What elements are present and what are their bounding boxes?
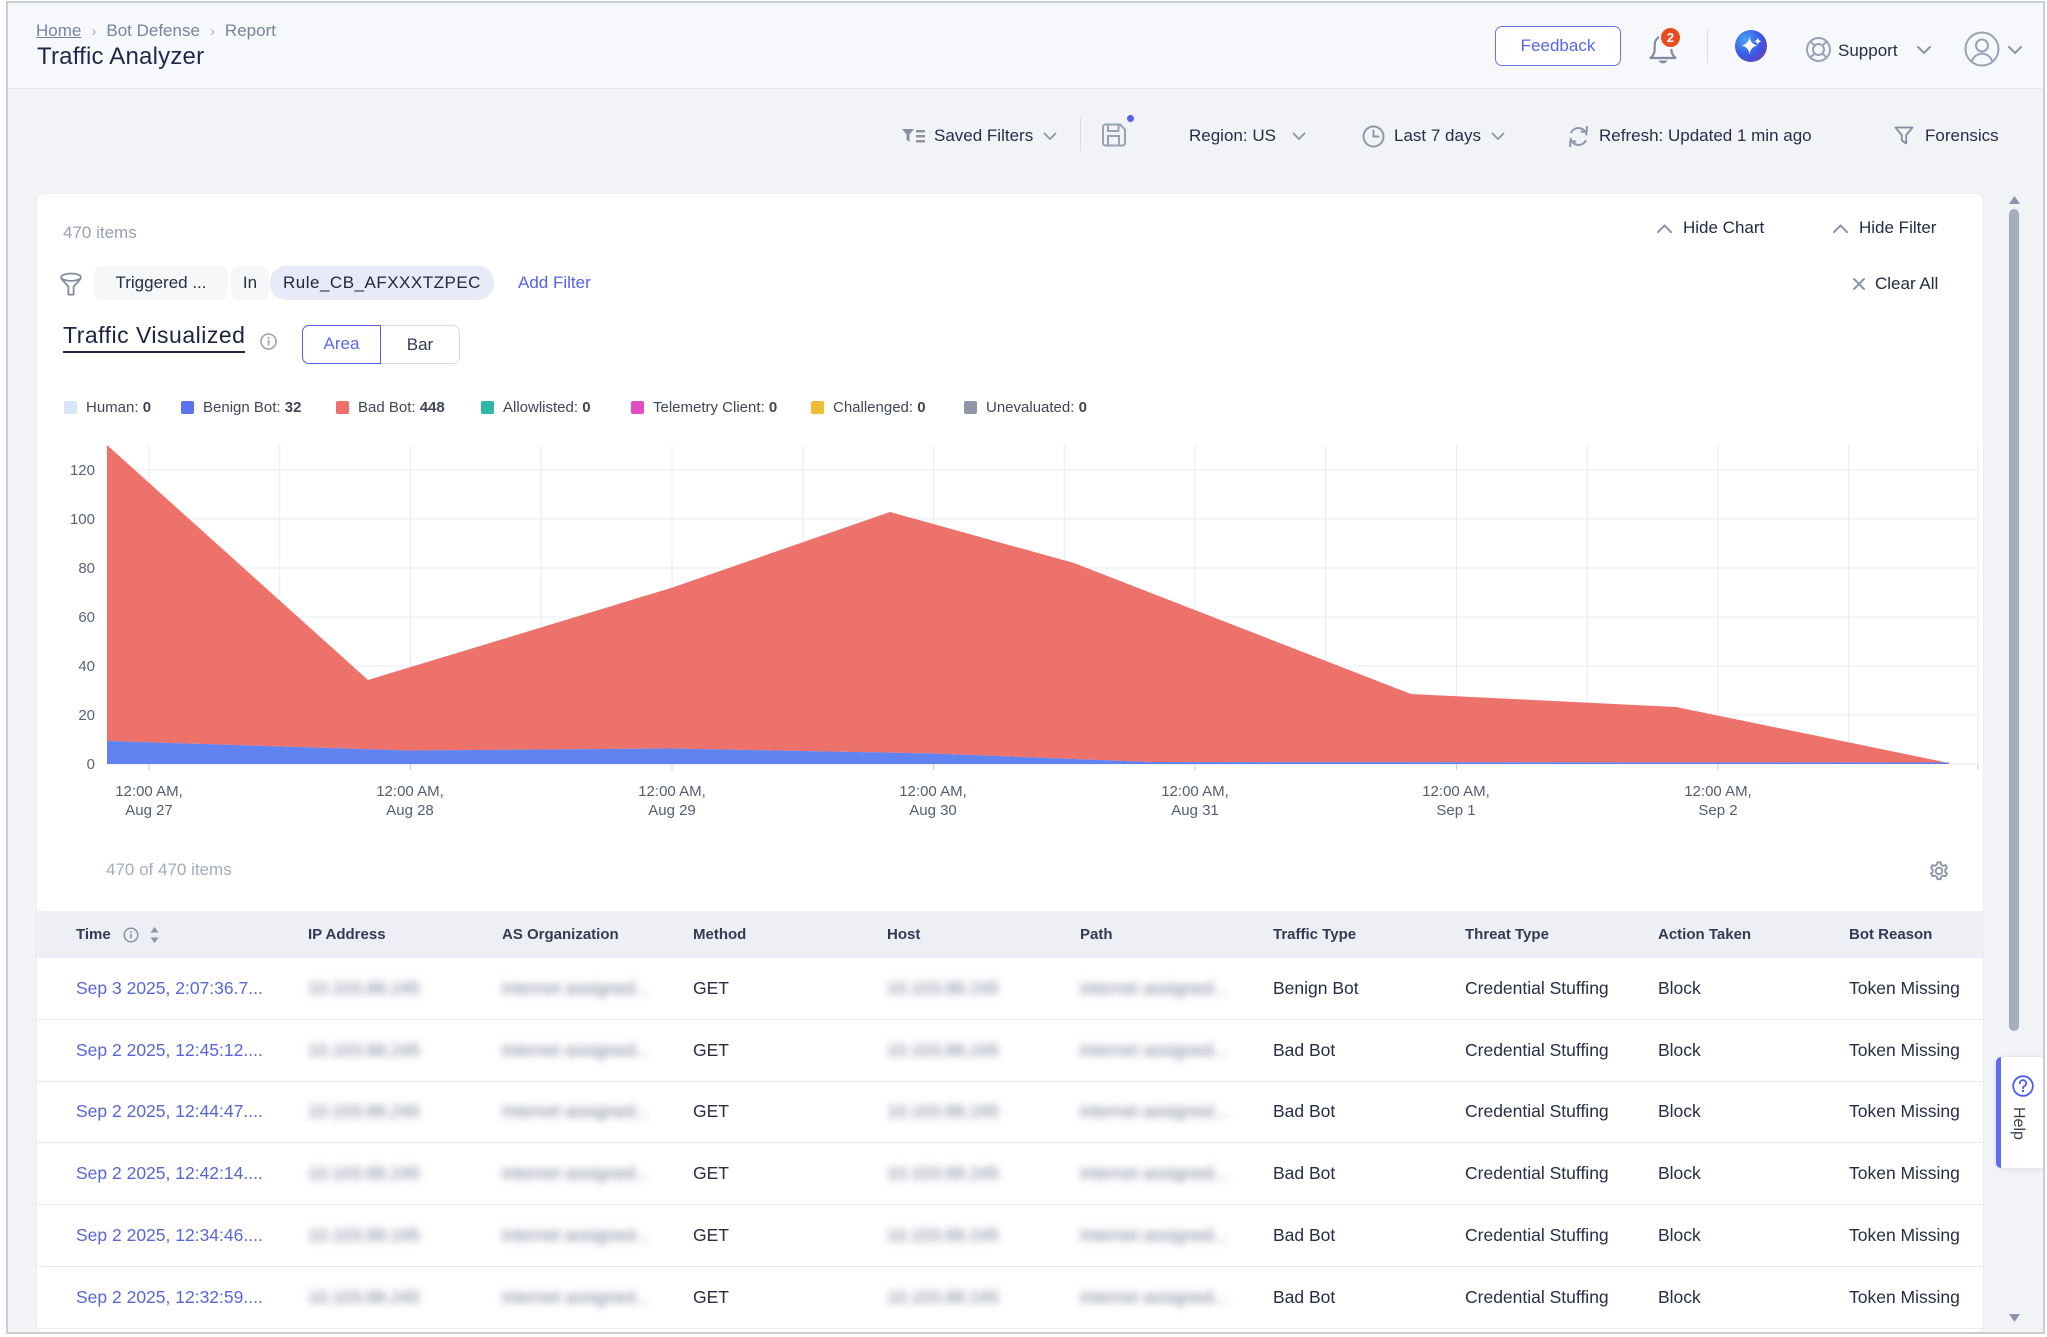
svg-text:Aug 28: Aug 28 bbox=[386, 802, 434, 819]
svg-text:40: 40 bbox=[78, 658, 95, 675]
svg-text:100: 100 bbox=[70, 511, 95, 528]
svg-text:12:00 AM,: 12:00 AM, bbox=[1422, 783, 1490, 800]
svg-text:60: 60 bbox=[78, 609, 95, 626]
svg-text:12:00 AM,: 12:00 AM, bbox=[899, 783, 967, 800]
svg-text:120: 120 bbox=[70, 462, 95, 479]
svg-text:Sep 1: Sep 1 bbox=[1436, 802, 1475, 819]
svg-text:Aug 30: Aug 30 bbox=[909, 802, 957, 819]
svg-text:12:00 AM,: 12:00 AM, bbox=[1161, 783, 1229, 800]
svg-text:12:00 AM,: 12:00 AM, bbox=[376, 783, 444, 800]
svg-text:Aug 27: Aug 27 bbox=[125, 802, 173, 819]
svg-text:0: 0 bbox=[87, 756, 95, 773]
svg-text:80: 80 bbox=[78, 560, 95, 577]
svg-text:20: 20 bbox=[78, 707, 95, 724]
svg-text:Sep 2: Sep 2 bbox=[1698, 802, 1737, 819]
svg-text:12:00 AM,: 12:00 AM, bbox=[115, 783, 183, 800]
svg-text:12:00 AM,: 12:00 AM, bbox=[1684, 783, 1752, 800]
svg-text:12:00 AM,: 12:00 AM, bbox=[638, 783, 706, 800]
svg-text:Aug 31: Aug 31 bbox=[1171, 802, 1219, 819]
svg-text:Aug 29: Aug 29 bbox=[648, 802, 696, 819]
